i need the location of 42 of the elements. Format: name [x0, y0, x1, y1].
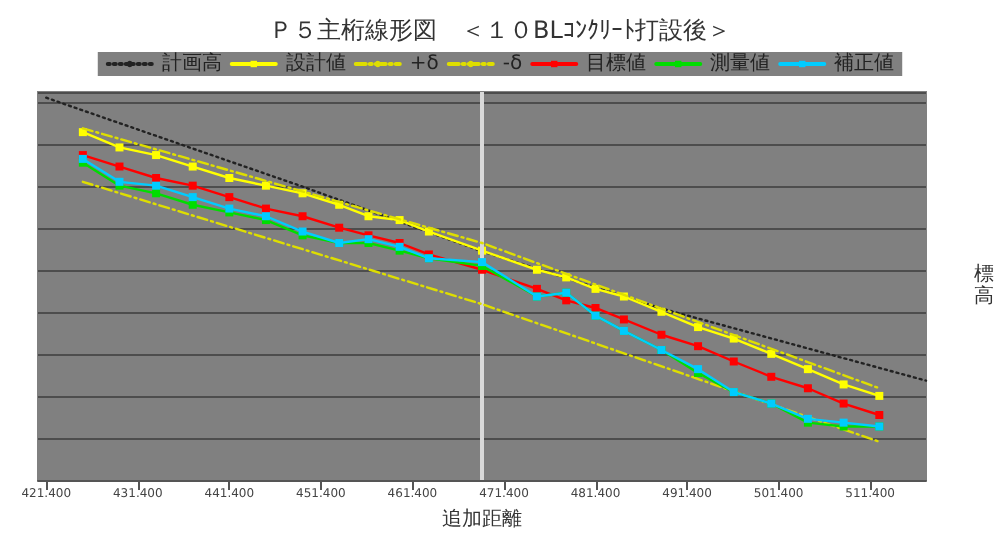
legend-label: 計画高 [161, 51, 222, 75]
point [591, 284, 600, 293]
point [188, 162, 197, 171]
point [225, 193, 234, 202]
point [875, 411, 884, 420]
point [115, 143, 124, 152]
point [115, 162, 124, 171]
point [657, 330, 666, 339]
point [694, 342, 703, 351]
point [694, 323, 703, 332]
point [839, 399, 848, 408]
point [152, 174, 161, 183]
x-axis-title: 追加距離 [442, 506, 522, 531]
point [364, 212, 373, 221]
point [803, 365, 812, 374]
legend-label: 測量値 [710, 51, 771, 75]
point [532, 284, 541, 293]
point [261, 181, 270, 190]
point [188, 193, 197, 202]
y-axis-title: 標高 [974, 262, 994, 308]
legend-label: 目標値 [586, 51, 647, 75]
point [767, 349, 776, 358]
point [152, 151, 161, 160]
point [803, 384, 812, 393]
legend-label: 設計値 [285, 51, 346, 75]
legend-label: +δ [409, 53, 439, 75]
point [152, 181, 161, 190]
point [875, 391, 884, 400]
legend-label: -δ [502, 53, 523, 75]
point [298, 212, 307, 221]
point [729, 357, 738, 366]
chart-title: Ｐ５主桁線形図 ＜１０BLｺﾝｸﾘｰﾄ打設後＞ [269, 16, 731, 44]
point [767, 372, 776, 381]
point [591, 303, 600, 312]
point [532, 265, 541, 274]
point [335, 223, 344, 232]
point [188, 200, 197, 209]
point [619, 315, 628, 324]
point [839, 380, 848, 389]
point [188, 181, 197, 190]
point [225, 174, 234, 183]
legend-label: 補正値 [834, 51, 895, 75]
